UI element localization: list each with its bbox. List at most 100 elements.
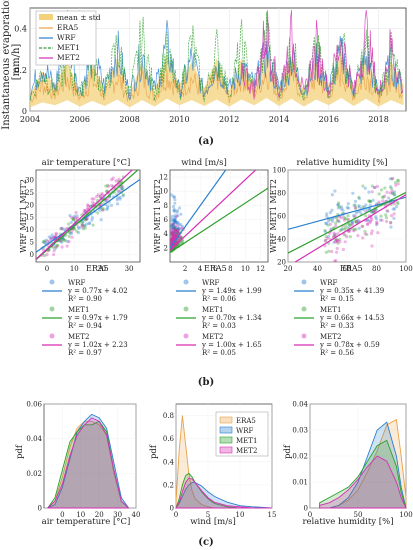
scatter-point-met2	[392, 202, 397, 206]
scatter-point-wrf	[370, 210, 374, 214]
x-tick-label: 2018	[368, 115, 388, 124]
scatter-point-met2	[170, 232, 174, 236]
x-tick-label: 15	[268, 511, 277, 519]
scatter-point-wrf	[88, 221, 92, 225]
x-tick-label: 4	[198, 265, 203, 273]
legend-fit-equation: y = 0.70x + 1.34	[201, 314, 262, 322]
scatter-point-wrf	[333, 232, 337, 236]
x-tick-label: 10	[76, 511, 85, 519]
scatter-point-wrf	[172, 237, 176, 241]
scatter-point-met2	[370, 229, 374, 233]
scatter-point-met1	[173, 227, 177, 231]
scatter-point-met2	[90, 197, 94, 201]
scatter-point-met2	[373, 209, 377, 214]
scatter-point-wrf	[365, 208, 369, 212]
x-tick-label: 0	[174, 511, 178, 519]
pdf-area-wrf	[319, 421, 407, 509]
scatter-point-met1	[363, 229, 367, 233]
scatter-point-met1	[170, 237, 174, 241]
scatter-point-met1	[172, 233, 177, 237]
scatter-point-wrf	[173, 231, 177, 235]
scatter-point-met1	[324, 239, 328, 243]
scatter-point-wrf	[368, 203, 372, 207]
scatter-point-wrf	[80, 223, 84, 227]
scatter-point-met2	[342, 218, 346, 222]
scatter-point-met2	[360, 224, 364, 228]
scatter-point-wrf	[174, 227, 178, 232]
x-tick-label: 10	[70, 265, 79, 273]
scatter-point-met2	[336, 232, 340, 236]
scatter-point-wrf	[179, 227, 183, 231]
scatter-point-met2	[345, 234, 349, 239]
scatter-point-met2	[336, 219, 340, 223]
scatter-point-met1	[396, 200, 400, 204]
scatter-point-wrf	[347, 206, 351, 210]
panel-a-ylabel-line2: [mm/h]	[11, 44, 22, 81]
y-tick-label: 0	[38, 505, 42, 513]
scatter-point-met2	[174, 234, 178, 238]
legend-series-name: MET1	[320, 306, 341, 314]
panel-b1-ylabel: WRF MET1 MET2	[19, 179, 28, 253]
scatter-point-met2	[117, 189, 121, 193]
scatter-point-met1	[324, 235, 328, 239]
scatter-point-met1	[82, 224, 86, 228]
scatter-point-wrf	[333, 189, 337, 193]
legend-label-met2: MET2	[57, 53, 80, 62]
panel-c2-xlabel: wind [m/s]	[190, 517, 236, 527]
legend-label-met1: MET1	[57, 43, 80, 52]
scatter-point-wrf	[374, 215, 378, 219]
scatter-point-met2	[171, 237, 175, 241]
scatter-point-wrf	[170, 231, 174, 235]
scatter-point-met1	[335, 219, 339, 223]
legend-fit-equation: y = 0.97x + 1.79	[67, 314, 128, 322]
scatter-point-wrf	[99, 218, 103, 222]
scatter-point-met1	[396, 202, 400, 206]
scatter-point-wrf	[105, 207, 109, 212]
scatter-point-wrf	[386, 196, 391, 200]
scatter-point-wrf	[60, 226, 64, 230]
scatter-point-met1	[71, 217, 75, 222]
scatter-point-met2	[85, 217, 89, 221]
scatter-point-met1	[101, 207, 105, 211]
scatter-point-met1	[80, 222, 84, 226]
y-tick-label: 10	[25, 226, 34, 234]
scatter-point-met2	[170, 238, 174, 242]
legend-fit-r2: R² = 0.90	[68, 295, 102, 303]
scatter-point-wrf	[121, 185, 125, 189]
scatter-point-wrf	[340, 205, 344, 209]
x-tick-label: 20	[97, 265, 106, 273]
scatter-point-met1	[354, 220, 358, 224]
scatter-point-met2	[81, 223, 85, 227]
scatter-point-wrf	[351, 191, 355, 195]
scatter-point-met2	[106, 184, 110, 188]
y-tick-label: 10	[159, 188, 168, 196]
scatter-point-met2	[170, 228, 174, 232]
scatter-point-met2	[171, 235, 175, 239]
scatter-point-wrf	[388, 185, 393, 189]
scatter-point-wrf	[43, 241, 47, 245]
scatter-point-met2	[172, 234, 176, 238]
scatter-point-met1	[361, 205, 365, 209]
scatter-point-met1	[392, 193, 396, 197]
scatter-point-met1	[75, 229, 79, 233]
scatter-point-met2	[375, 184, 379, 189]
fit-line-met2	[294, 194, 406, 262]
pdf-area-met1	[319, 439, 407, 509]
scatter-point-wrf	[386, 209, 390, 213]
scatter-point-met1	[43, 253, 47, 258]
legend-fit-r2: R² = 0.06	[202, 295, 237, 303]
scatter-point-wrf	[172, 218, 176, 222]
scatter-point-wrf	[104, 199, 108, 203]
x-tick-label: 2014	[269, 115, 289, 124]
scatter-point-wrf	[394, 205, 399, 209]
scatter-point-met2	[65, 244, 69, 248]
scatter-point-met2	[368, 220, 372, 225]
scatter-point-met2	[369, 232, 373, 236]
legend-series-name: MET2	[320, 333, 341, 341]
x-tick-label: 30	[125, 265, 134, 273]
scatter-point-met1	[180, 239, 185, 243]
scatter-point-met2	[114, 179, 118, 183]
legend-label-era5: ERA5	[236, 417, 256, 425]
scatter-point-met2	[361, 236, 365, 240]
panel-a-legend: mean ± std ERA5 WRF MET1 MET2	[35, 10, 101, 66]
